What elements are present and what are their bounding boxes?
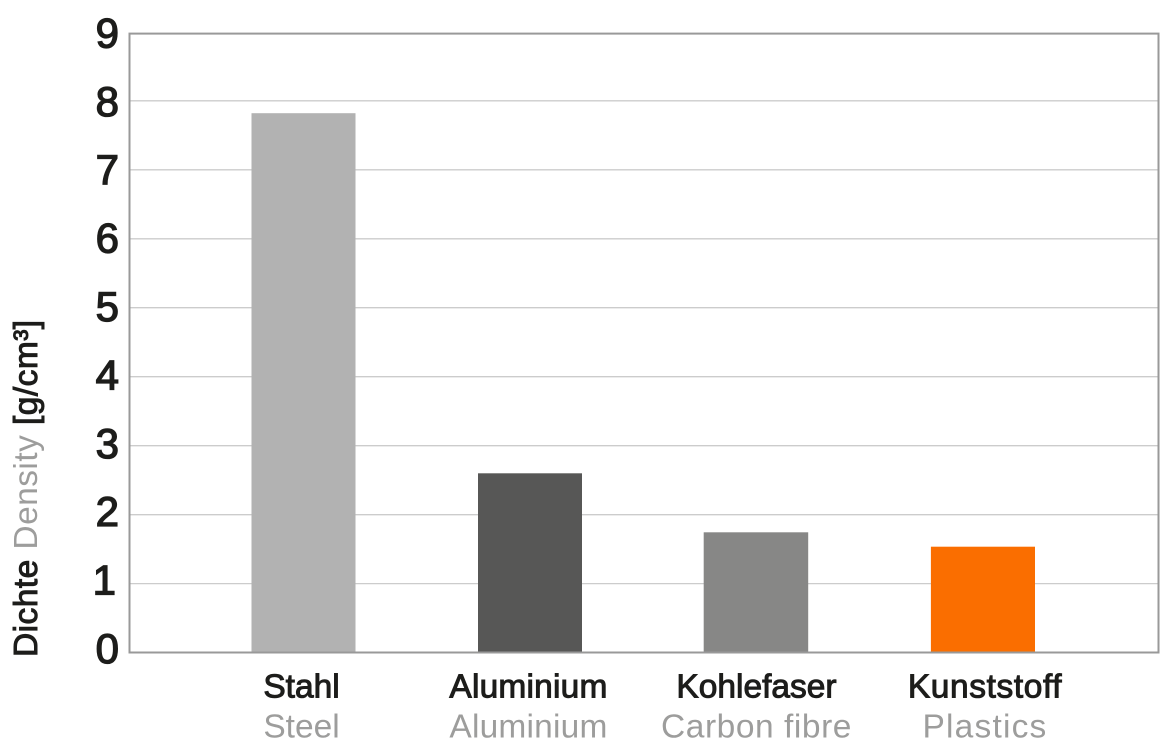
svg-text:9: 9 xyxy=(96,9,119,56)
svg-text:Steel: Steel xyxy=(263,709,339,746)
svg-text:Stahl: Stahl xyxy=(263,669,339,706)
svg-text:0: 0 xyxy=(96,625,119,672)
svg-text:Plastics: Plastics xyxy=(922,709,1047,746)
svg-text:6: 6 xyxy=(96,215,119,262)
svg-text:2: 2 xyxy=(96,488,119,535)
svg-text:8: 8 xyxy=(96,78,119,125)
svg-text:Dichte Density [g/cm³]: Dichte Density [g/cm³] xyxy=(8,319,45,657)
svg-text:Kunststoff: Kunststoff xyxy=(908,669,1062,706)
svg-text:1: 1 xyxy=(93,557,116,604)
svg-text:Carbon fibre: Carbon fibre xyxy=(661,709,852,746)
svg-text:Kohlefaser: Kohlefaser xyxy=(676,669,836,706)
svg-text:3: 3 xyxy=(96,420,119,467)
svg-text:7: 7 xyxy=(96,146,119,193)
svg-text:4: 4 xyxy=(96,351,119,398)
svg-text:Aluminium: Aluminium xyxy=(449,709,607,746)
svg-text:Aluminium: Aluminium xyxy=(449,669,607,706)
svg-text:5: 5 xyxy=(96,283,119,330)
